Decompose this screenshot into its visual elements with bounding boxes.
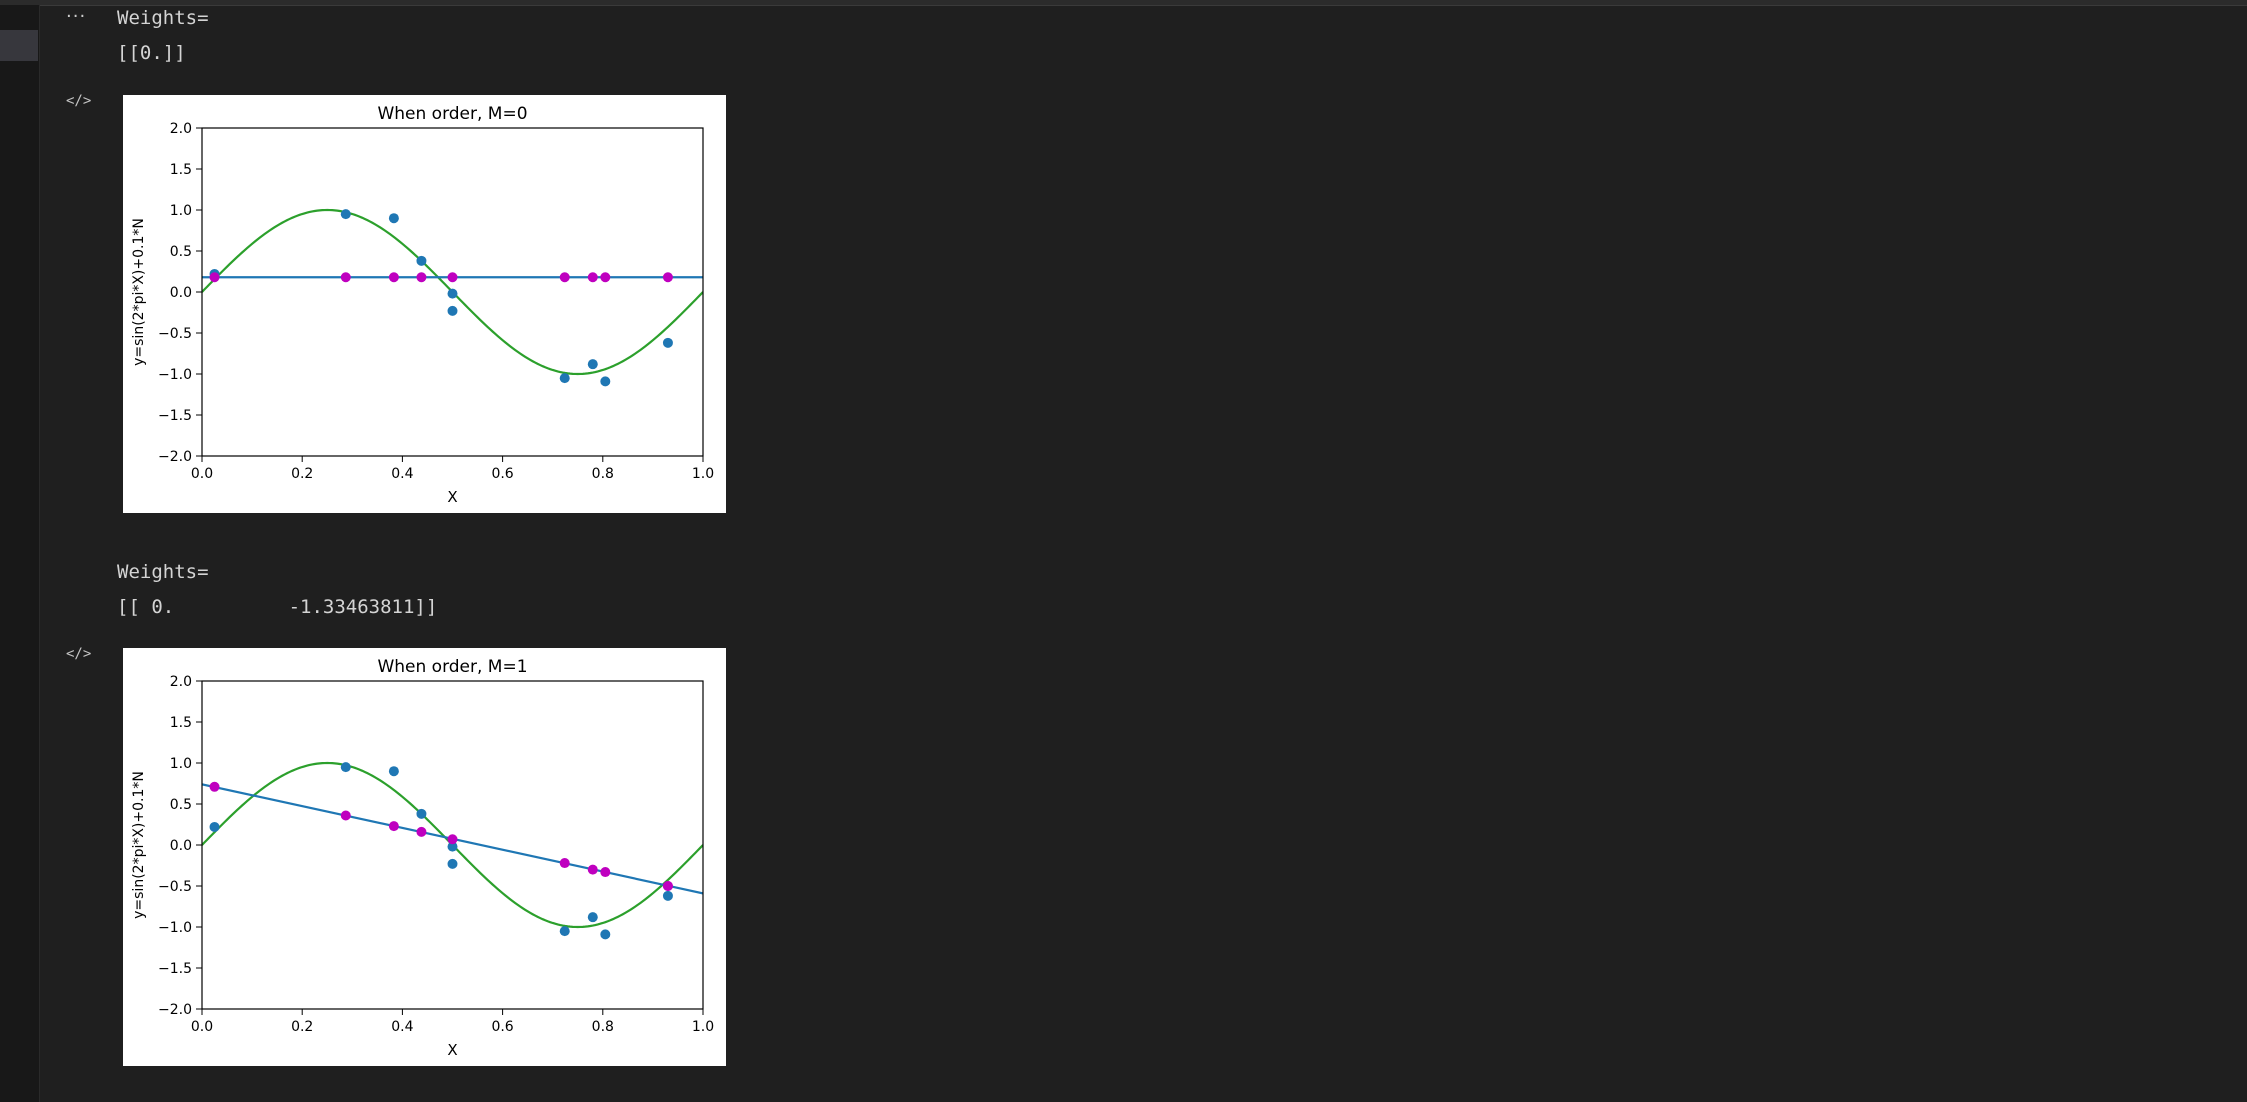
y-tick-label: 2.0 [170,121,192,137]
y-tick-label: 0.5 [170,244,192,260]
chart-title: When order, M=1 [377,657,527,677]
x-tick-label: 0.6 [491,466,513,482]
data-point [447,305,458,316]
y-tick-label: −1.5 [158,408,192,424]
y-tick-label: −2.0 [158,1002,192,1018]
data-point [447,841,458,852]
y-tick-label: 1.5 [170,715,192,731]
data-point [662,337,673,348]
code-output-icon[interactable]: </> [66,646,92,662]
predicted-point [587,272,598,283]
y-tick-label: −1.0 [158,920,192,936]
x-tick-label: 0.2 [291,1019,313,1035]
data-point [600,929,611,940]
x-axis-label: X [447,1041,457,1059]
predicted-point [587,864,598,875]
predicted-point [662,881,673,891]
predicted-point [209,272,220,283]
predicted-point [559,272,570,283]
x-tick-label: 0.8 [592,1019,614,1035]
y-tick-label: −0.5 [158,326,192,342]
y-tick-label: −1.5 [158,961,192,977]
code-output-icon[interactable]: </> [66,93,92,109]
x-tick-label: 0.2 [291,466,313,482]
y-tick-label: 1.0 [170,203,192,219]
data-point [388,213,399,224]
x-tick-label: 0.8 [592,466,614,482]
y-tick-label: −2.0 [158,449,192,465]
predicted-point [447,272,458,283]
predicted-point [600,867,611,878]
predicted-point [388,821,399,832]
y-axis-label: y=sin(2*pi*X)+0.1*N [131,771,147,919]
x-tick-label: 0.0 [191,466,213,482]
predicted-point [340,272,351,283]
data-point [662,890,673,901]
editor-top-border [0,0,2247,6]
y-tick-label: 0.0 [170,285,192,301]
data-point [416,255,427,266]
data-point [447,288,458,299]
data-point [447,858,458,869]
data-point [559,373,570,384]
output-more-actions-button[interactable]: ··· [66,6,87,27]
predicted-point [416,826,427,837]
y-tick-label: 0.0 [170,838,192,854]
y-axis-label: y=sin(2*pi*X)+0.1*N [131,218,147,366]
x-tick-label: 1.0 [692,1019,714,1035]
chart-m1-svg: When order, M=1 0.0 0.2 0.4 0.6 0.8 1.0 2.0 1.5 1… [131,657,714,1059]
predicted-point [662,272,673,283]
data-point [587,359,598,370]
y-tick-label: 0.5 [170,797,192,813]
output-text-weights-m0: Weights= [[0.]] [117,1,209,71]
output-line: [[ 0. -1.33463811]] [117,596,438,618]
y-tick-label: −0.5 [158,879,192,895]
x-tick-label: 0.4 [391,1019,413,1035]
y-tick-label: 1.0 [170,756,192,772]
data-point [600,376,611,387]
output-line: Weights= [117,7,209,29]
predicted-point [600,272,611,283]
active-cell-indicator[interactable] [0,30,38,61]
predicted-point [340,810,351,821]
x-tick-label: 0.6 [491,1019,513,1035]
y-tick-label: 1.5 [170,162,192,178]
chart-m0-svg: When order, M=0 0.0 0.2 0.4 0.6 0.8 1.0 2.0 1.5 1… [131,104,714,506]
output-line: Weights= [117,561,209,583]
data-point [388,766,399,777]
data-point [416,808,427,819]
data-point [559,926,570,937]
y-tick-label: −1.0 [158,367,192,383]
cell-gutter [0,5,40,1102]
chart-title: When order, M=0 [377,104,527,124]
data-point [587,912,598,923]
predicted-point [388,272,399,283]
x-tick-label: 1.0 [692,466,714,482]
predicted-point [447,834,458,845]
x-axis-label: X [447,488,457,506]
predicted-point [559,858,570,869]
y-tick-label: 2.0 [170,674,192,690]
data-point [209,821,220,832]
predicted-point [209,781,220,792]
plot-m0: When order, M=0 0.0 0.2 0.4 0.6 0.8 1.0 2.0 1.5 1… [123,95,726,513]
data-point [340,209,351,220]
predicted-point [416,272,427,283]
x-tick-label: 0.0 [191,1019,213,1035]
data-point [340,762,351,773]
output-line: [[0.]] [117,42,186,64]
output-text-weights-m1: Weights= [[ 0. -1.33463811]] [117,555,437,625]
x-tick-label: 0.4 [391,466,413,482]
plot-m1: When order, M=1 0.0 0.2 0.4 0.6 0.8 1.0 2.0 1.5 1… [123,648,726,1066]
